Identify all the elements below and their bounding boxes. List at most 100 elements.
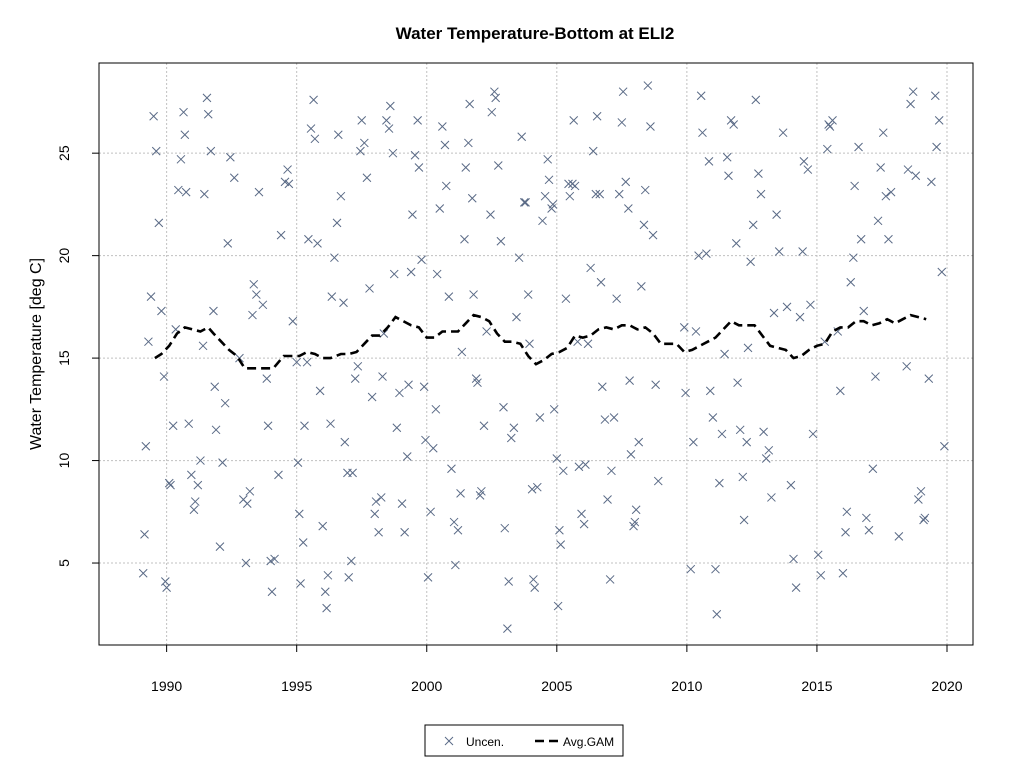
x-tick-label: 2005 bbox=[541, 678, 572, 694]
data-point bbox=[464, 138, 473, 148]
data-point bbox=[270, 554, 279, 564]
data-point bbox=[157, 306, 166, 316]
data-point bbox=[482, 327, 491, 336]
y-tick-label: 10 bbox=[56, 453, 72, 469]
data-point bbox=[523, 290, 533, 299]
data-point bbox=[789, 554, 798, 564]
data-point bbox=[302, 357, 312, 367]
data-point bbox=[686, 564, 696, 574]
data-point bbox=[503, 624, 512, 633]
data-point bbox=[782, 302, 792, 312]
data-point bbox=[612, 294, 621, 304]
y-tick-label: 5 bbox=[56, 559, 72, 567]
data-point bbox=[449, 517, 459, 527]
data-point bbox=[336, 191, 346, 201]
data-point bbox=[525, 339, 534, 349]
legend-label-gam: Avg.GAM bbox=[563, 735, 614, 749]
data-point bbox=[553, 601, 563, 611]
data-point bbox=[574, 462, 584, 472]
legend-marker-uncen bbox=[444, 736, 454, 746]
data-point bbox=[379, 329, 389, 338]
data-point bbox=[906, 99, 915, 109]
data-point bbox=[902, 361, 912, 371]
data-point bbox=[806, 300, 815, 310]
data-point bbox=[679, 323, 689, 332]
data-point bbox=[803, 165, 813, 174]
data-point bbox=[769, 308, 779, 318]
data-point bbox=[408, 210, 417, 220]
chart-title: Water Temperature-Bottom at ELI2 bbox=[396, 24, 675, 43]
data-point bbox=[813, 550, 823, 560]
data-point bbox=[640, 185, 650, 195]
data-point bbox=[500, 523, 510, 533]
data-point bbox=[648, 230, 658, 240]
data-point bbox=[708, 413, 718, 422]
data-point bbox=[848, 253, 858, 263]
data-point bbox=[400, 527, 409, 537]
data-point bbox=[196, 456, 205, 465]
data-point bbox=[795, 312, 805, 322]
data-point bbox=[630, 517, 640, 527]
data-point bbox=[362, 173, 372, 183]
data-point bbox=[315, 386, 325, 396]
data-point bbox=[384, 124, 394, 133]
data-point bbox=[552, 454, 562, 463]
data-point bbox=[759, 427, 768, 437]
data-point bbox=[681, 388, 690, 398]
data-point bbox=[359, 138, 369, 148]
data-point bbox=[799, 157, 809, 166]
data-point bbox=[592, 111, 602, 121]
data-point bbox=[263, 421, 273, 431]
data-point bbox=[388, 148, 398, 158]
data-point bbox=[603, 495, 612, 504]
data-point bbox=[397, 499, 407, 508]
data-point bbox=[203, 109, 213, 119]
data-point bbox=[283, 165, 292, 174]
data-point bbox=[581, 460, 590, 470]
data-point bbox=[146, 292, 156, 301]
data-point bbox=[304, 234, 313, 244]
data-point bbox=[193, 480, 203, 490]
data-point bbox=[540, 191, 550, 201]
data-point bbox=[413, 116, 422, 125]
x-tick-label: 1990 bbox=[151, 678, 182, 694]
data-point bbox=[310, 134, 320, 144]
data-point bbox=[512, 312, 521, 322]
data-point bbox=[223, 238, 233, 248]
data-point bbox=[859, 306, 869, 316]
data-point bbox=[761, 454, 771, 463]
data-point bbox=[625, 376, 634, 385]
data-point bbox=[623, 204, 633, 213]
data-point bbox=[254, 187, 264, 197]
data-point bbox=[591, 189, 601, 199]
data-point bbox=[176, 154, 186, 164]
x-tick-label: 2000 bbox=[411, 678, 442, 694]
data-point bbox=[919, 515, 928, 525]
data-point bbox=[653, 476, 663, 486]
data-point bbox=[841, 527, 850, 537]
data-point bbox=[440, 140, 450, 150]
data-point bbox=[597, 382, 607, 392]
x-axis: 1990 1995 2000 2005 2010 2015 2020 bbox=[151, 644, 963, 694]
data-point bbox=[751, 95, 761, 105]
data-point bbox=[499, 402, 508, 412]
data-point bbox=[460, 234, 469, 244]
data-point bbox=[248, 310, 257, 320]
data-point bbox=[873, 216, 883, 226]
data-point bbox=[313, 238, 322, 248]
data-point bbox=[414, 163, 424, 172]
data-point bbox=[532, 482, 542, 492]
data-point bbox=[322, 603, 331, 613]
data-point bbox=[934, 116, 944, 125]
data-point bbox=[514, 253, 524, 263]
data-point bbox=[438, 122, 447, 131]
data-point bbox=[465, 99, 475, 109]
data-point bbox=[850, 181, 859, 191]
data-point bbox=[586, 263, 595, 273]
data-point bbox=[856, 234, 866, 244]
data-point bbox=[535, 413, 545, 422]
data-point bbox=[267, 587, 277, 597]
data-point bbox=[181, 187, 191, 197]
